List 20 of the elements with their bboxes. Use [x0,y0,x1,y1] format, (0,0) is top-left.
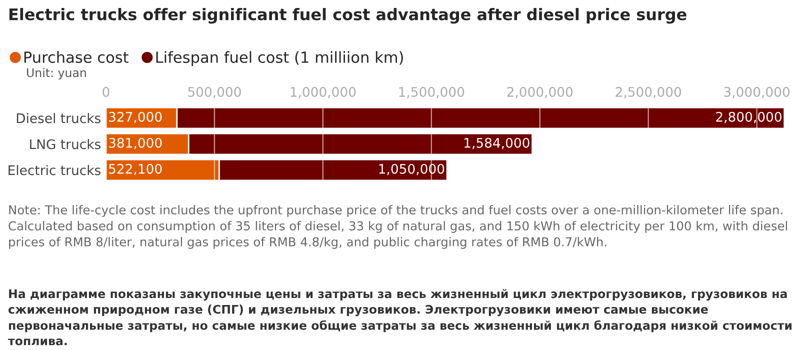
data-label: 381,000 [109,138,162,150]
text: Note: The life-cycle cost includes the upfront purchase price of the trucks and fuel costs over a one-million-kilometer life span. Calculated based on consumption of 35 liters of diesel, 33 kg of natural gas, and 150 kWh of electricity per 100 km, with diesel prices of RMB 8/liter, natural gas prices of RMB 4.8/kg, and public charging rates of RMB 0.7/kWh. [8,205,788,249]
text: На диаграмме показаны закупочные цены и затраты за весь жизненный цикл электрогрузовиков, грузовиков на сжиженном природном газе (СПГ) и дизельных грузовиков. Электрогрузовики имеют самые высокие первоначальные затраты, но самые низкие общие затраты за весь жизненный цикл благодаря низкой стоимости топлива. [8,289,792,346]
data-label: 1,584,000 [464,138,530,150]
x-tick-label: 500,000 [188,86,241,98]
chart-title: Electric trucks offer significant fuel cost advantage after diesel price surge [9,8,686,24]
x-tick-label: 0 [102,86,110,97]
x-tick-label: 1,500,000 [399,86,464,98]
legend-label: Lifespan fuel cost (1 milliion km) [156,51,403,66]
x-tick-label: 2,500,000 [616,86,682,98]
text: Unit: yuan [27,68,86,80]
x-tick-label: 2,000,000 [507,86,573,98]
y-tick-label: Diesel trucks [16,112,100,124]
data-label: 522,100 [109,164,162,176]
x-tick-label: 3,000,000 [724,86,790,98]
data-label: 327,000 [109,112,162,124]
x-tick-label: 1,000,000 [290,86,356,98]
y-tick-label: Electric trucks [8,164,100,176]
legend-label: Purchase cost [24,51,128,63]
y-tick-label: LNG trucks [30,138,100,150]
